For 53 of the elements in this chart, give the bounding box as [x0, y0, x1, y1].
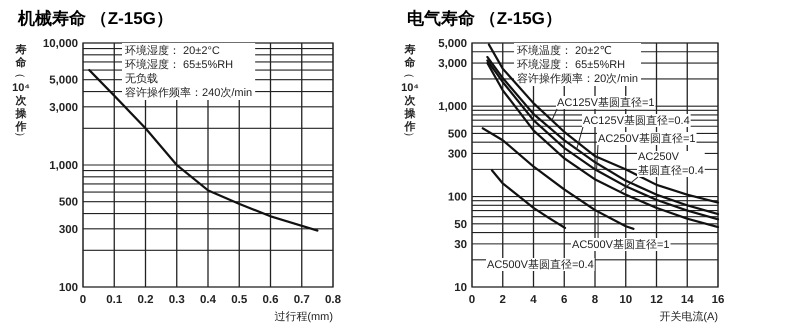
annotation: 无负载: [125, 72, 158, 85]
x-tick-label: 0.8: [325, 294, 342, 306]
annotation: AC250V 基圆直径=0.4: [638, 151, 704, 177]
x-tick-label: 10: [619, 294, 632, 306]
x-tick-label: 0.2: [138, 294, 154, 306]
annotation: AC500V基圆直径=1: [572, 238, 670, 251]
y-tick-label: 300: [58, 224, 78, 236]
y-axis-title: 寿命（10⁴次操作）: [401, 44, 419, 142]
x-tick-label: 14: [680, 294, 694, 306]
x-tick-label: 0.7: [294, 294, 310, 306]
x-axis-title: 开关电流(A): [659, 310, 718, 323]
annotation: 环境湿度： 65±5%RH: [125, 58, 234, 71]
annotation: 环境湿度： 65±5%RH: [517, 58, 626, 71]
y-tick-label: 5,000: [49, 74, 78, 87]
x-tick-label: 2: [500, 294, 506, 306]
y-tick-label: 1,000: [49, 160, 78, 172]
y-tick-label: 3,000: [438, 58, 467, 70]
annotation: AC125V基圆直径=0.4: [583, 114, 690, 127]
x-tick-label: 0.1: [106, 294, 123, 306]
y-tick-label: 30: [454, 238, 467, 251]
chart-title: 电气寿命 （Z-15G）: [407, 9, 562, 28]
x-axis-title: 过行程(mm): [274, 310, 333, 323]
annotation: 容许操作频率：20次/min: [517, 72, 638, 85]
y-tick-label: 100: [58, 282, 78, 294]
x-tick-label: 0.5: [231, 294, 248, 306]
y-tick-label: 500: [58, 196, 78, 209]
annotation: AC500V基圆直径=0.4: [487, 258, 594, 271]
y-tick-label: 300: [448, 148, 467, 160]
x-tick-label: 0: [80, 294, 86, 306]
x-tick-label: 0: [468, 294, 476, 306]
x-tick-label: 12: [650, 294, 663, 306]
x-tick-label: 4: [530, 294, 538, 306]
y-tick-label: 3,000: [49, 102, 78, 114]
y-tick-label: 1,000: [438, 101, 467, 114]
annotation: 环境湿度： 20±2°C: [125, 44, 220, 57]
chart-title: 机械寿命 （Z-15G）: [17, 9, 173, 28]
annotation: AC125V基圆直径=1: [557, 96, 655, 109]
y-tick-label: 10: [454, 282, 467, 294]
y-tick-label: 100: [448, 192, 467, 204]
y-tick-label: 5,000: [438, 38, 467, 50]
annotation: 环境温度： 20±2℃: [517, 44, 612, 57]
y-axis-title: 寿命（10⁴次操作）: [12, 44, 30, 142]
x-tick-label: 0.4: [200, 294, 217, 306]
x-tick-label: 6: [561, 294, 568, 306]
y-tick-label: 50: [454, 218, 467, 231]
x-tick-label: 0.6: [262, 294, 278, 306]
y-tick-label: 500: [448, 128, 467, 140]
annotation: AC250V基圆直径=1: [598, 132, 696, 145]
y-tick-label: 10,000: [42, 38, 78, 50]
x-tick-label: 0.3: [168, 294, 185, 306]
annotation: 容许操作频率：240次/min: [125, 86, 252, 99]
x-tick-label: 8: [592, 294, 599, 306]
x-tick-label: 16: [712, 294, 724, 306]
